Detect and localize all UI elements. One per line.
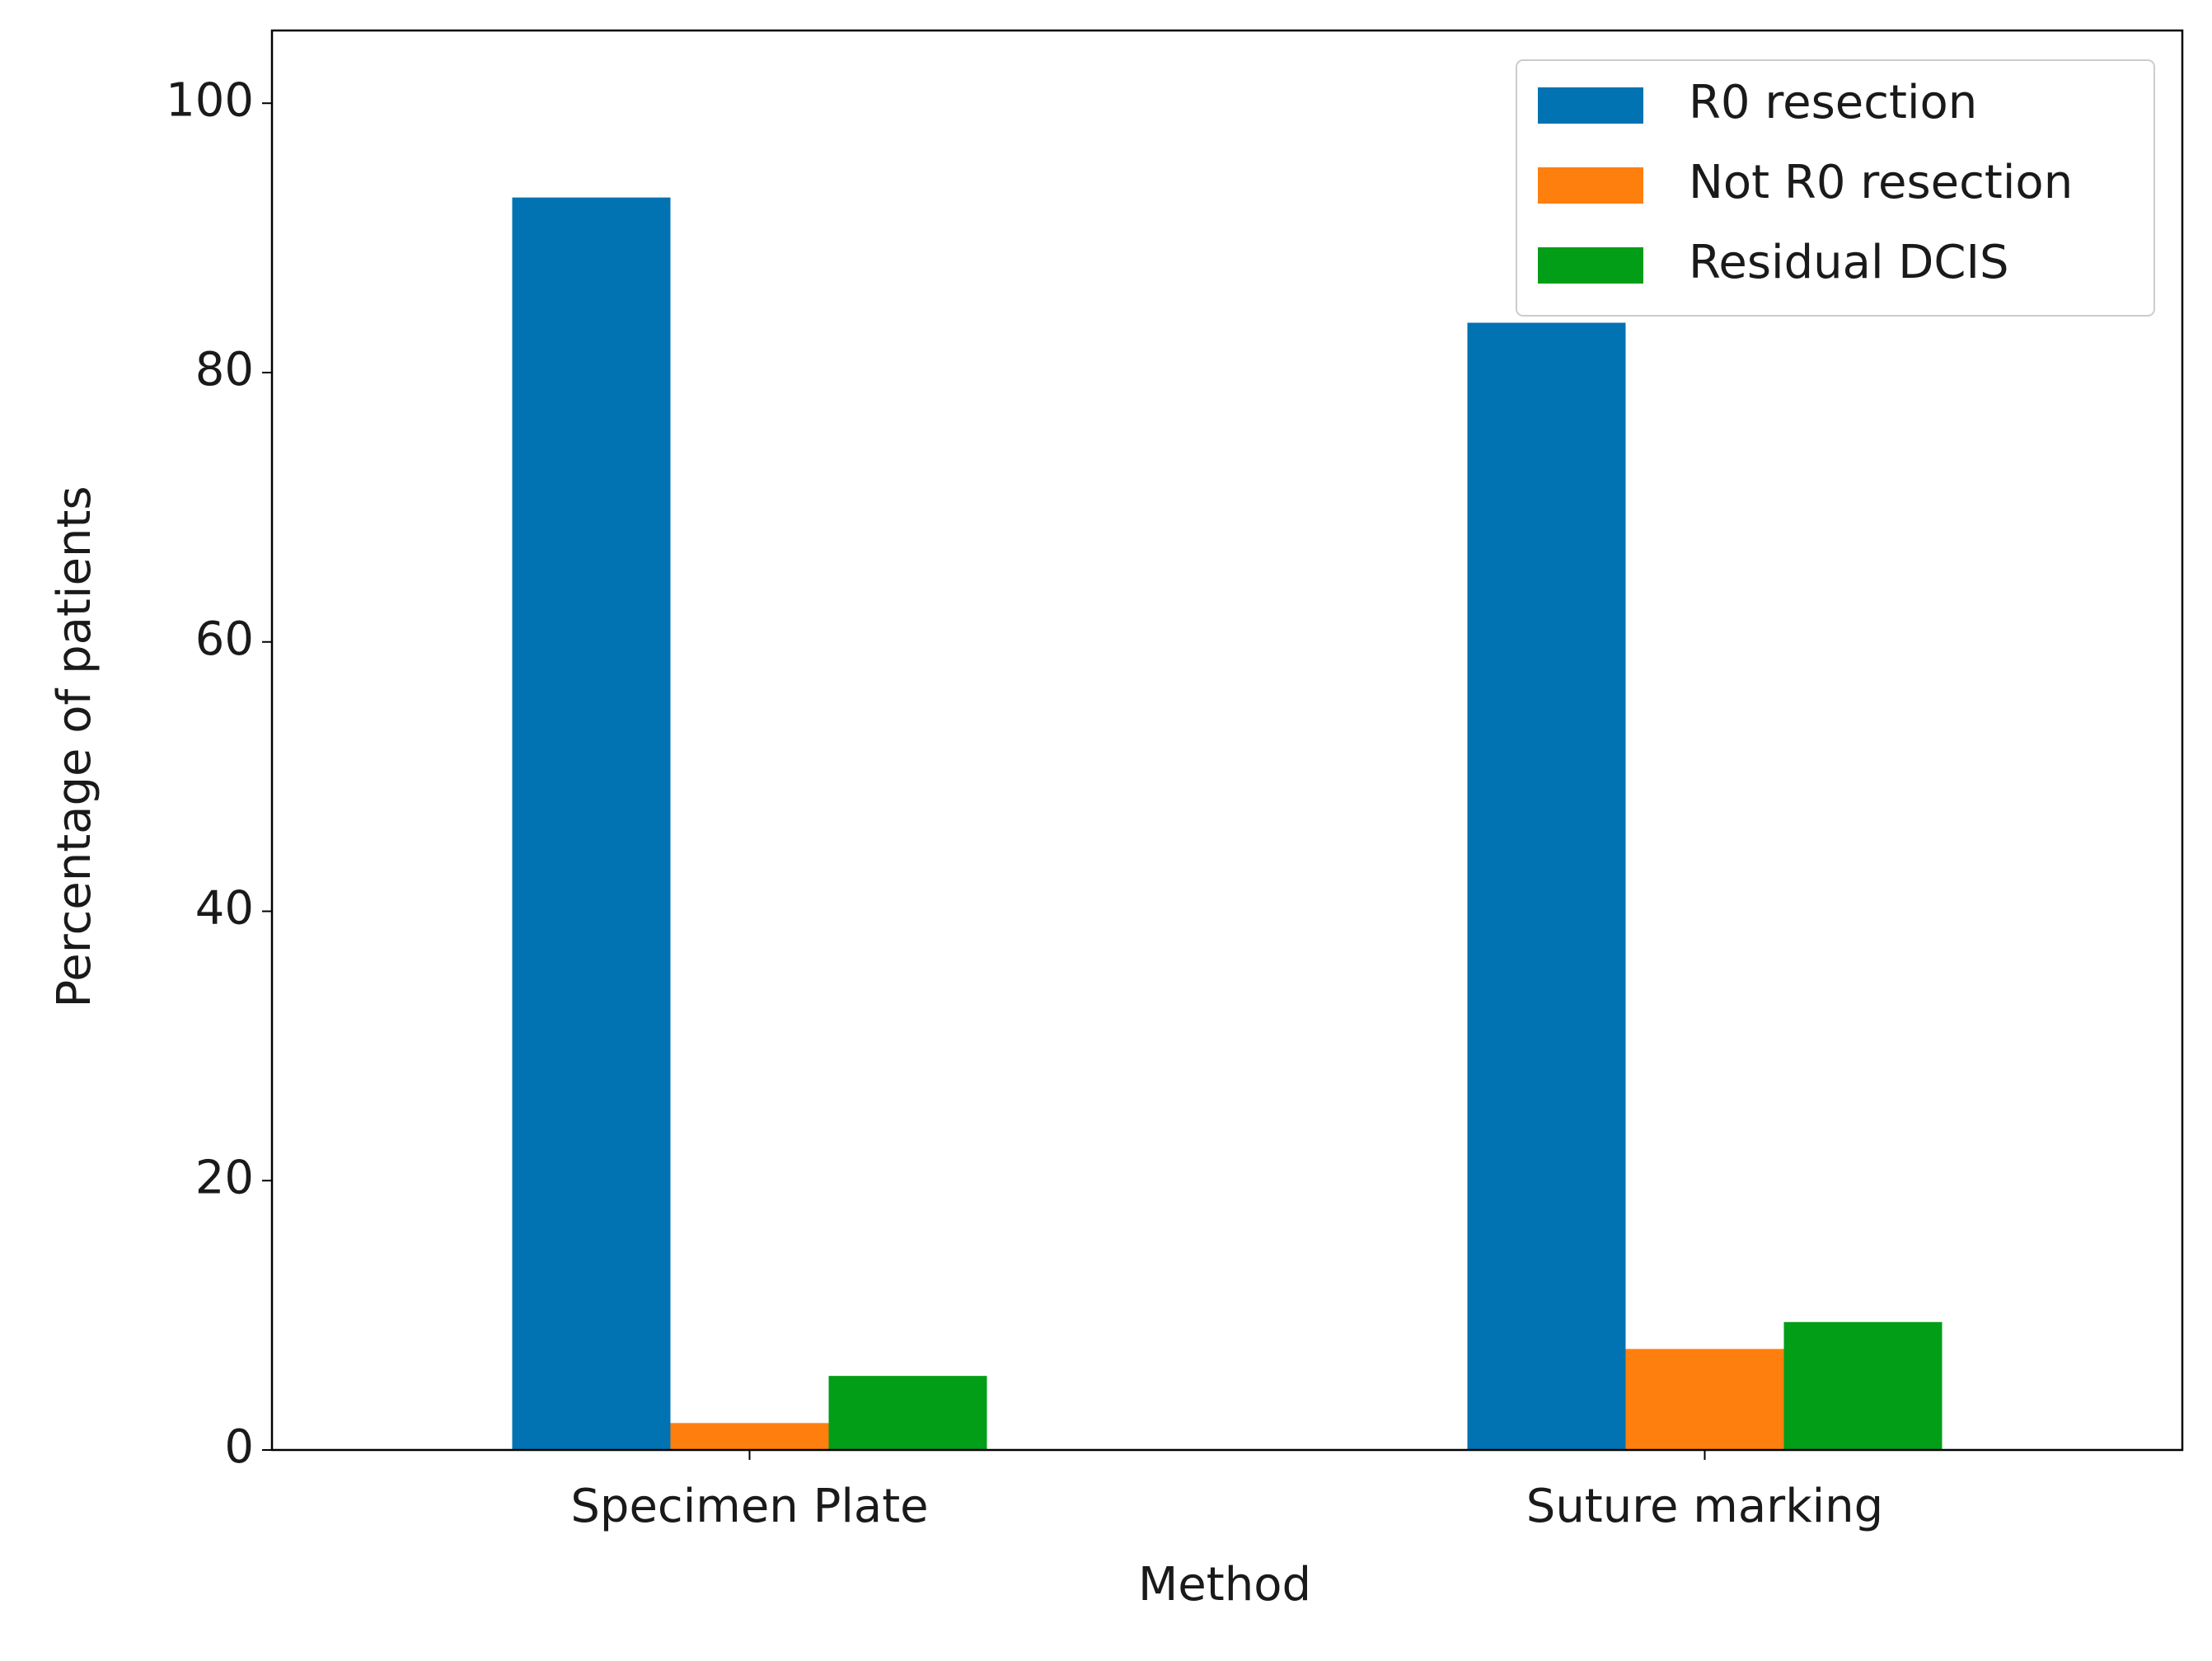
legend-label: Residual DCIS [1689, 236, 2009, 289]
plot-frame [270, 29, 2184, 1452]
y-tick-label: 60 [195, 612, 254, 666]
x-axis-label: Method [1138, 1558, 1311, 1612]
legend-label: Not R0 resection [1689, 156, 2073, 209]
y-tick-label: 20 [195, 1151, 254, 1204]
legend-swatch [1538, 247, 1643, 284]
x-tick-label: Suture marking [1526, 1480, 1883, 1533]
y-tick-label: 0 [224, 1420, 254, 1474]
legend-swatch [1538, 167, 1643, 204]
bar [670, 1423, 829, 1450]
bar [512, 197, 671, 1450]
y-tick-label: 100 [166, 73, 254, 127]
bar [1467, 322, 1626, 1450]
legend-label: R0 resection [1689, 76, 1977, 129]
bar [1625, 1349, 1784, 1450]
bar [828, 1376, 987, 1450]
bar [1783, 1321, 1943, 1450]
legend-box [1516, 59, 2155, 317]
y-tick-label: 80 [195, 343, 254, 396]
y-axis-label: Percentage of patients [48, 486, 101, 1007]
y-tick-label: 40 [195, 882, 254, 936]
legend-swatch [1538, 87, 1643, 124]
x-tick-label: Specimen Plate [570, 1480, 928, 1533]
